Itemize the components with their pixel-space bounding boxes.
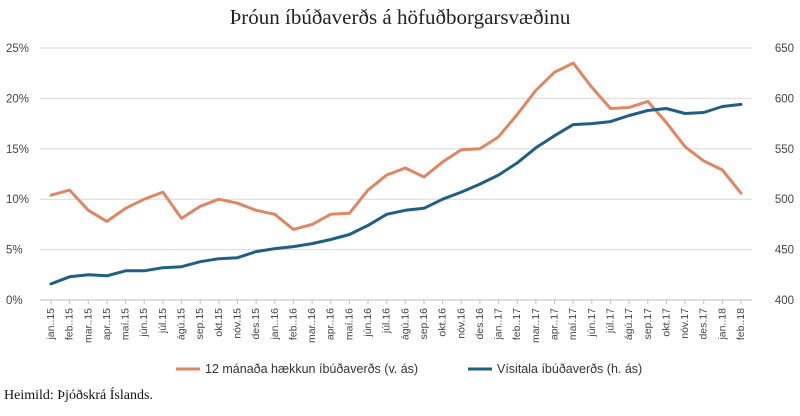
left-tick-label: 20% [6,93,29,105]
x-tick-label: des.15 [250,308,262,340]
x-tick-label: jan..18 [716,308,728,341]
x-tick-label: jún.16 [362,308,374,338]
x-tick-label: nóv.17 [679,308,691,339]
x-tick-label: apr..15 [101,308,113,340]
source-note: Heimild: Þjóðskrá Íslands. [4,388,153,403]
x-tick-label: apr..16 [325,308,337,340]
x-tick-label: des.16 [474,308,486,340]
left-tick-label: 25% [6,43,29,55]
left-tick-label: 0% [6,295,23,307]
x-tick-label: sep.15 [194,308,206,340]
x-tick-label: maí.16 [343,308,355,340]
x-tick-label: ágú.17 [623,308,635,340]
right-tick-label: 650 [775,43,794,55]
x-axis-ticks: jan..15 feb..15 mar..15 apr..15 maí.15 jún.15… [45,300,747,343]
right-tick-label: 450 [775,245,794,257]
x-tick-label: feb..18 [735,308,747,340]
right-axis-ticks: 400 450 500 550 600 650 [775,43,794,307]
x-tick-label: maí.17 [567,308,579,340]
x-tick-label: okt.15 [213,308,225,337]
x-tick-label: maí.15 [120,308,132,340]
x-tick-label: mar..16 [306,308,318,343]
x-tick-label: feb..16 [287,308,299,340]
x-tick-label: sep.16 [418,308,430,340]
x-tick-label: nóv.16 [455,308,467,339]
left-tick-label: 5% [6,245,23,257]
legend-label-price-index: Vísitala íbúðaverðs (h. ás) [497,362,642,376]
left-axis-ticks: 0% 5% 10% 15% 20% 25% [6,43,29,307]
x-tick-label: des.17 [698,308,710,340]
x-tick-label: okt.16 [437,308,449,337]
x-tick-label: jan..16 [269,308,281,341]
x-tick-label: júl.16 [381,308,393,334]
x-tick-label: sep.17 [642,308,654,340]
right-tick-label: 550 [775,144,794,156]
x-tick-label: jún.15 [138,308,150,338]
x-tick-label: mar..15 [82,308,94,343]
x-tick-label: ágú.16 [399,308,411,340]
x-tick-label: feb..15 [64,308,76,340]
x-tick-label: okt.17 [660,308,672,337]
x-tick-label: júl.17 [604,308,616,334]
x-tick-label: feb..17 [511,308,523,340]
series-lines [49,61,743,286]
legend-label-pct-change: 12 mánaða hækkun íbúðaverðs (v. ás) [205,362,418,376]
left-tick-label: 10% [6,194,29,206]
legend: 12 mánaða hækkun íbúðaverðs (v. ás) Vísi… [176,362,642,376]
left-tick-label: 15% [6,144,29,156]
right-tick-label: 500 [775,194,794,206]
right-tick-label: 600 [775,93,794,105]
x-tick-label: nóv.15 [231,308,243,339]
x-tick-label: mar..17 [530,308,542,343]
x-tick-label: jan..17 [493,308,505,341]
x-tick-label: jún.17 [586,308,598,338]
chart-title: Þróun íbúðaverðs á höfuðborgarsvæðinu [230,5,571,29]
x-tick-label: apr..17 [549,308,561,340]
gridlines [40,47,752,301]
series-line-price-index [49,102,743,286]
x-tick-label: júl.15 [157,308,169,334]
x-tick-label: jan..15 [45,308,57,341]
right-tick-label: 400 [775,295,794,307]
series-line-pct-change [49,61,743,231]
x-tick-label: ágú.15 [176,308,188,340]
